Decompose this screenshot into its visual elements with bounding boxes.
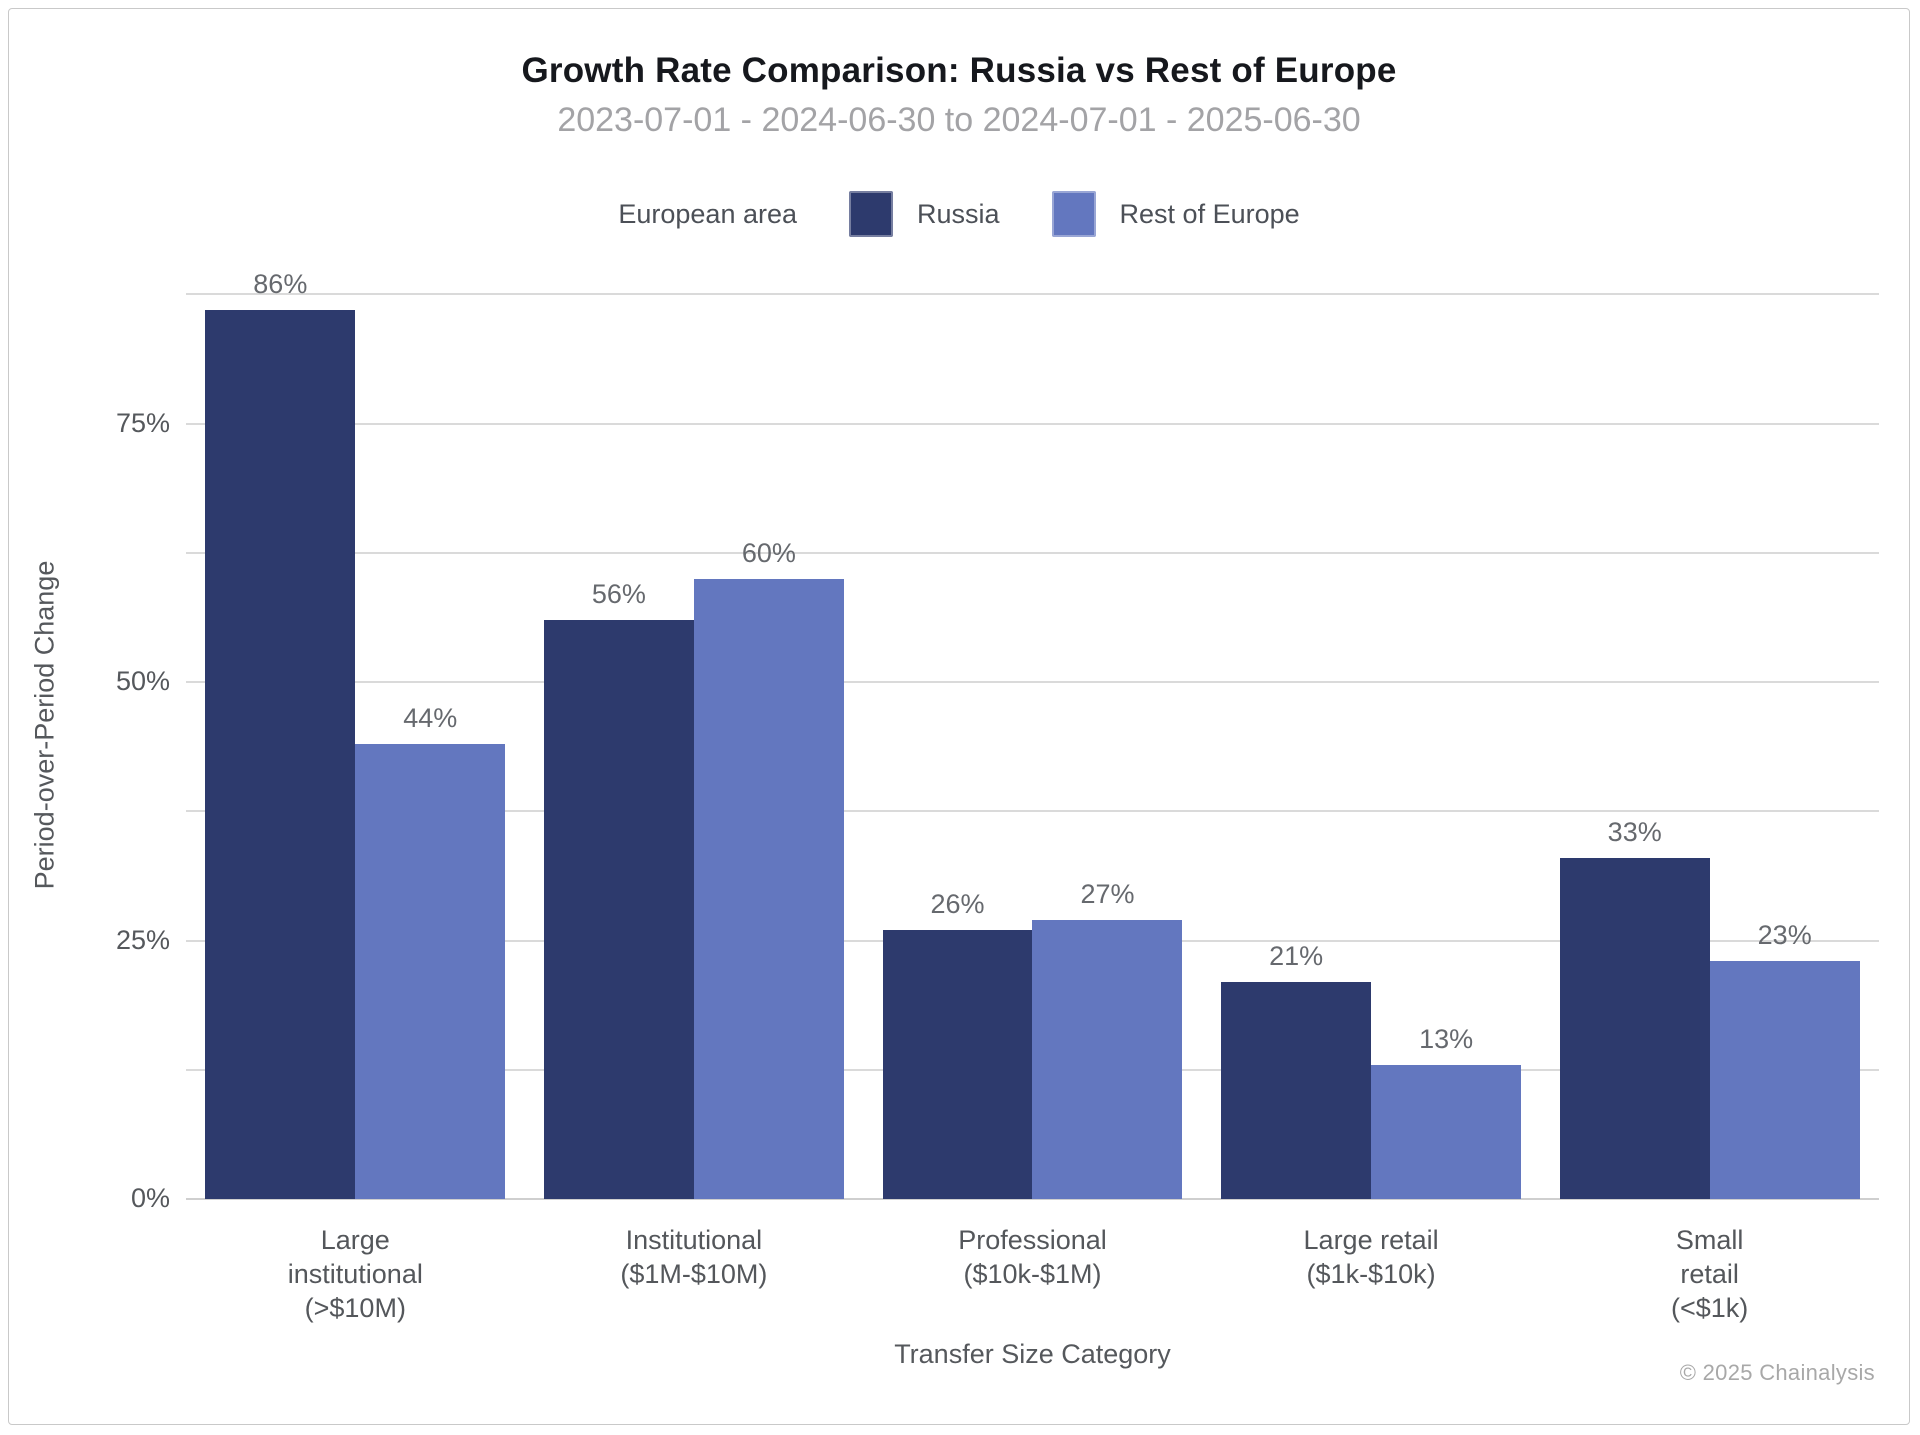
bar-group-large-institutional-10m-: 86% 44% xyxy=(186,251,525,1199)
legend-swatch-russia xyxy=(849,191,893,237)
bar-value-label-russia-large-institutional-10m-: 86% xyxy=(253,268,308,299)
gridline-62.5 xyxy=(186,551,1879,554)
bar-value-label-rest-of-europe-large-institutional-10m-: 44% xyxy=(403,703,458,734)
copyright-notice: © 2025 Chainalysis xyxy=(1679,1360,1875,1385)
bar-russia-large-retail-1k-10k- xyxy=(1221,981,1372,1199)
bar-col-rest-of-europe-large-institutional-10m-: 44% xyxy=(355,251,506,1199)
bar-value-label-rest-of-europe-institutional-1m-10m-: 60% xyxy=(741,537,796,568)
bar-value-label-rest-of-europe-small-retail-1k-: 23% xyxy=(1757,920,1812,951)
y-tick-label-50: 50% xyxy=(115,666,170,697)
legend-swatch-rest-of-europe xyxy=(1051,191,1096,237)
gridline-37.5 xyxy=(186,810,1879,813)
legend-item-russia: Russia xyxy=(849,191,1000,237)
bar-rest-of-europe-large-retail-1k-10k- xyxy=(1371,1064,1522,1199)
bar-value-label-russia-professional-10k-1m-: 26% xyxy=(930,889,985,920)
x-category-label-institutional-1m-10m-: Institutional ($1M-$10M) xyxy=(620,1225,768,1289)
bar-value-label-rest-of-europe-professional-10k-1m-: 27% xyxy=(1080,878,1135,909)
y-axis-title: Period-over-Period Change xyxy=(29,560,60,890)
bar-russia-large-institutional-10m- xyxy=(205,309,356,1199)
chart-subtitle: 2023-07-01 - 2024-06-30 to 2024-07-01 - … xyxy=(557,101,1361,139)
gridline-75 xyxy=(186,422,1879,425)
x-axis-categories: Large institutional (>$10M) Institutional… xyxy=(186,1223,1879,1325)
plot-area: 0% 25% 50% 75% 86% 44% 56% 60% 26% 27% 21% 13% 33% 23… xyxy=(116,251,1879,1212)
chart-card: Growth Rate Comparison: Russia vs Rest o… xyxy=(8,8,1910,1425)
bar-rest-of-europe-large-institutional-10m- xyxy=(355,744,506,1199)
bar-group-professional-10k-1m-: 26% 27% xyxy=(863,251,1202,1199)
bar-col-russia-large-institutional-10m-: 86% xyxy=(205,251,356,1199)
gridline-50 xyxy=(186,681,1879,684)
bar-value-label-rest-of-europe-large-retail-1k-10k-: 13% xyxy=(1419,1023,1474,1054)
bar-group-small-retail-1k-: 33% 23% xyxy=(1540,251,1879,1199)
gridline-87.5 xyxy=(186,293,1879,296)
bar-col-russia-large-retail-1k-10k-: 21% xyxy=(1221,251,1372,1199)
legend: European area Russia Rest of Europe xyxy=(9,191,1909,237)
bar-rest-of-europe-small-retail-1k- xyxy=(1709,961,1860,1199)
x-category-label-large-retail-1k-10k-: Large retail ($1k-$10k) xyxy=(1303,1225,1439,1289)
x-axis-title: Transfer Size Category xyxy=(894,1339,1171,1369)
chart-title: Growth Rate Comparison: Russia vs Rest o… xyxy=(521,51,1397,90)
legend-item-label-russia: Russia xyxy=(917,198,1000,229)
bar-col-rest-of-europe-large-retail-1k-10k-: 13% xyxy=(1371,251,1522,1199)
x-category-label-large-institutional-10m-: Large institutional (>$10M) xyxy=(287,1225,423,1323)
bar-rest-of-europe-professional-10k-1m- xyxy=(1032,919,1183,1199)
x-axis-baseline xyxy=(186,1198,1879,1200)
bar-russia-professional-10k-1m- xyxy=(882,930,1033,1199)
legend-item-label-rest-of-europe: Rest of Europe xyxy=(1119,198,1300,229)
bar-russia-small-retail-1k- xyxy=(1559,857,1710,1199)
bar-value-label-russia-institutional-1m-10m-: 56% xyxy=(591,579,646,610)
bar-russia-institutional-1m-10m- xyxy=(543,620,694,1199)
bar-col-russia-small-retail-1k-: 33% xyxy=(1559,251,1710,1199)
bar-col-rest-of-europe-institutional-1m-10m-: 60% xyxy=(693,251,844,1199)
bar-rest-of-europe-institutional-1m-10m- xyxy=(693,578,844,1199)
bar-value-label-russia-small-retail-1k-: 33% xyxy=(1607,816,1662,847)
y-tick-label-75: 75% xyxy=(115,407,170,438)
bar-value-label-russia-large-retail-1k-10k-: 21% xyxy=(1269,940,1324,971)
x-category-label-professional-10k-1m-: Professional ($10k-$1M) xyxy=(958,1225,1107,1289)
bar-group-large-retail-1k-10k-: 21% 13% xyxy=(1202,251,1541,1199)
legend-item-rest-of-europe: Rest of Europe xyxy=(1051,191,1300,237)
bar-col-russia-institutional-1m-10m-: 56% xyxy=(543,251,694,1199)
bar-col-rest-of-europe-small-retail-1k-: 23% xyxy=(1709,251,1860,1199)
bar-col-rest-of-europe-professional-10k-1m-: 27% xyxy=(1032,251,1183,1199)
legend-title: European area xyxy=(618,198,797,229)
y-tick-label-0: 0% xyxy=(130,1183,170,1213)
bar-group-institutional-1m-10m-: 56% 60% xyxy=(525,251,864,1199)
x-category-label-small-retail-1k-: Small retail (<$1k) xyxy=(1671,1225,1749,1323)
bar-col-russia-professional-10k-1m-: 26% xyxy=(882,251,1033,1199)
y-tick-label-25: 25% xyxy=(115,924,170,955)
